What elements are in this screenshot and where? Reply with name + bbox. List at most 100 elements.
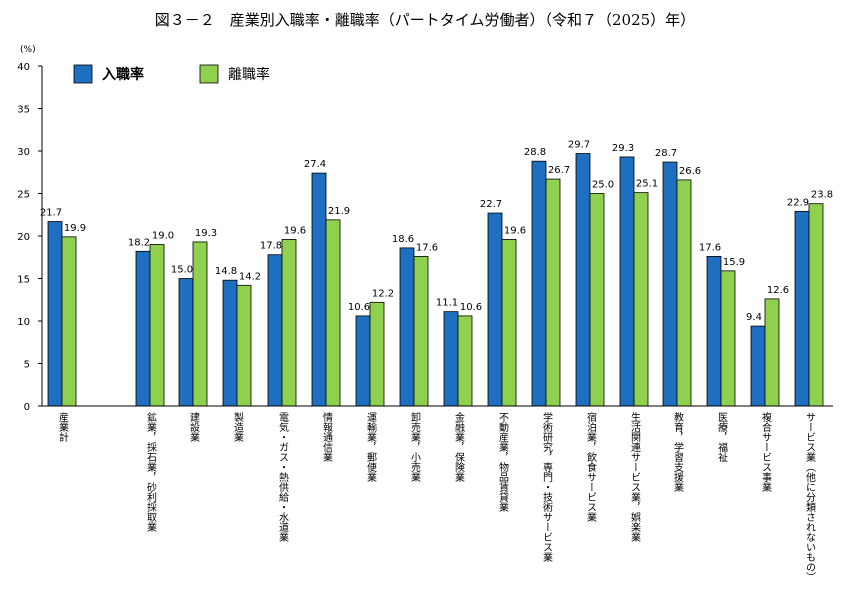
- bar-entry-rate: [267, 254, 283, 407]
- data-label-separation-rate: 19.0: [152, 231, 174, 242]
- data-label-separation-rate: 26.6: [679, 166, 701, 177]
- bar-separation-rate: [61, 236, 77, 407]
- data-label-separation-rate: 25.0: [592, 180, 614, 191]
- bar-separation-rate: [720, 270, 736, 407]
- y-tick-label: 30: [17, 147, 30, 158]
- y-tick-label: 40: [17, 62, 30, 73]
- bar-entry-rate: [487, 212, 503, 407]
- data-label-separation-rate: 19.9: [64, 223, 86, 234]
- bars: [47, 153, 824, 407]
- data-label-separation-rate: 17.6: [416, 242, 438, 253]
- legend-label-separation-rate: 離職率: [228, 66, 270, 83]
- data-label-entry-rate: 28.8: [524, 147, 546, 158]
- y-tick-label: 10: [17, 317, 30, 328]
- y-tick-label: 0: [24, 402, 30, 413]
- bar-separation-rate: [413, 255, 429, 407]
- bar-entry-rate: [750, 325, 766, 407]
- data-label-entry-rate: 27.4: [304, 159, 326, 170]
- data-label-entry-rate: 11.1: [436, 298, 458, 309]
- category-labels: 産業計 鉱業，採石業，砂利採取業 建設業 製造業 電気・ガス・熱供給・水道業 情報通信業 運…: [57, 411, 816, 582]
- bar-entry-rate: [443, 311, 459, 407]
- bar-entry-rate: [222, 279, 238, 407]
- data-label-separation-rate: 12.6: [767, 285, 789, 296]
- bar-separation-rate: [236, 284, 252, 407]
- bar-separation-rate: [545, 178, 561, 407]
- legend-label-entry-rate: 入職率: [102, 66, 144, 83]
- bar-entry-rate: [178, 278, 194, 407]
- data-label-separation-rate: 19.6: [504, 225, 526, 236]
- data-label-separation-rate: 19.6: [284, 225, 306, 236]
- data-label-entry-rate: 22.7: [480, 199, 502, 210]
- data-label-entry-rate: 9.4: [746, 312, 762, 323]
- data-label-separation-rate: 19.3: [195, 228, 217, 239]
- data-label-separation-rate: 15.9: [723, 257, 745, 268]
- data-label-entry-rate: 29.3: [612, 143, 634, 154]
- bar-separation-rate: [369, 301, 385, 407]
- category-label: 金融業，保険業: [453, 411, 465, 483]
- category-label: 教育，学習支援業: [672, 411, 684, 493]
- data-label-entry-rate: 21.7: [40, 208, 62, 219]
- bar-entry-rate: [619, 156, 635, 407]
- category-label: 複合サービス事業: [760, 411, 772, 493]
- bar-separation-rate: [676, 179, 692, 407]
- category-label: 不動産業，物品賃貸業: [497, 412, 509, 513]
- bar-separation-rate: [192, 241, 208, 407]
- category-label: 電気・ガス・熱供給・水道業: [277, 412, 289, 543]
- bar-entry-rate: [399, 247, 415, 407]
- bar-entry-rate: [794, 210, 810, 407]
- chart-title: 図３－２ 産業別入職率・離職率（パートタイム労働者）（令和７（2025）年）: [155, 11, 695, 29]
- bar-entry-rate: [47, 221, 63, 407]
- category-label: 卸売業，小売業: [409, 411, 421, 483]
- data-label-separation-rate: 25.1: [636, 179, 658, 190]
- category-label: 製造業: [232, 411, 244, 443]
- y-axis-unit: (%): [20, 45, 36, 55]
- category-label: 産業計: [57, 411, 69, 443]
- category-label: サービス業（他に分類されないもの）: [804, 412, 816, 582]
- bar-separation-rate: [149, 244, 165, 407]
- data-label-entry-rate: 17.6: [699, 242, 721, 253]
- data-label-entry-rate: 10.6: [348, 302, 370, 313]
- legend-swatch-separation-rate: [199, 64, 219, 84]
- data-label-entry-rate: 15.0: [171, 265, 193, 276]
- data-label-entry-rate: 22.9: [787, 197, 809, 208]
- bar-separation-rate: [281, 238, 297, 407]
- category-label: 生活関連サービス業，娯楽業: [629, 411, 641, 543]
- data-label-entry-rate: 18.2: [128, 237, 150, 248]
- y-axis-ticks: 0 5 10 15 20 25 30 35 40: [17, 62, 42, 413]
- bar-entry-rate: [662, 161, 678, 407]
- bar-separation-rate: [457, 315, 473, 407]
- bar-separation-rate: [501, 238, 517, 407]
- y-tick-label: 15: [17, 275, 30, 286]
- category-label: 運輸業，郵便業: [365, 412, 377, 483]
- data-label-separation-rate: 26.7: [548, 165, 570, 176]
- category-label: 鉱業，採石業，砂利採取業: [145, 411, 157, 533]
- category-label: 学術研究，専門・技術サービス業: [541, 411, 553, 563]
- bar-separation-rate: [325, 219, 341, 407]
- category-label: 宿泊業，飲食サービス業: [585, 411, 597, 523]
- axes: [41, 66, 833, 407]
- data-label-entry-rate: 28.7: [655, 148, 677, 159]
- y-tick-label: 20: [17, 232, 30, 243]
- bar-entry-rate: [531, 160, 547, 407]
- bar-separation-rate: [589, 193, 605, 407]
- category-label: 医療，福祉: [716, 412, 728, 462]
- bar-entry-rate: [355, 315, 371, 407]
- bar-separation-rate: [764, 298, 780, 407]
- bar-entry-rate: [135, 250, 151, 407]
- y-tick-label: 5: [24, 360, 30, 371]
- y-tick-label: 35: [17, 105, 30, 116]
- bar-separation-rate: [633, 192, 649, 407]
- bar-entry-rate: [311, 172, 327, 407]
- legend: 入職率 離職率: [73, 64, 270, 84]
- category-label: 建設業: [188, 411, 200, 443]
- y-tick-label: 25: [17, 190, 30, 201]
- data-label-separation-rate: 14.2: [239, 271, 261, 282]
- bar-entry-rate: [575, 153, 591, 407]
- bar-separation-rate: [808, 203, 824, 407]
- data-label-entry-rate: 17.8: [260, 241, 282, 252]
- data-label-separation-rate: 21.9: [328, 206, 350, 217]
- data-labels: 21.719.918.219.015.019.314.8 14.217.819.6…: [40, 140, 833, 324]
- data-label-entry-rate: 14.8: [215, 266, 237, 277]
- data-label-entry-rate: 18.6: [392, 234, 414, 245]
